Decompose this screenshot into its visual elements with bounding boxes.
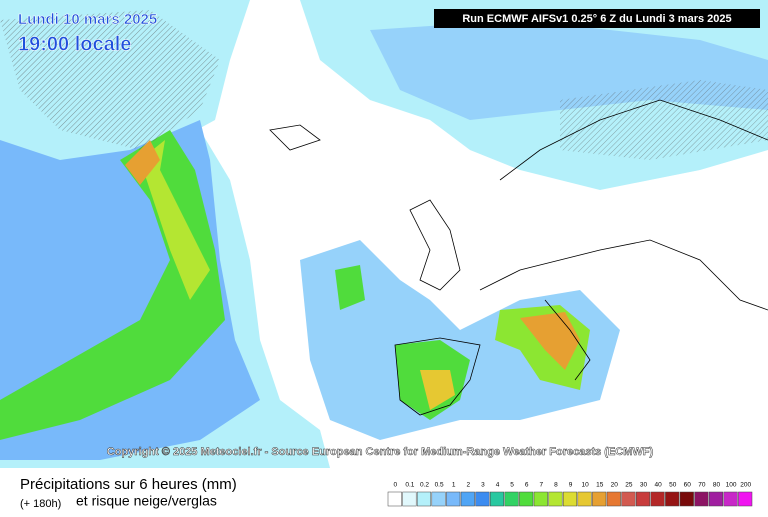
legend-label: 60 [684,482,692,489]
legend-label: 10 [581,482,589,489]
legend-swatch [504,491,519,507]
legend-label: 100 [726,482,737,489]
legend-label: 20 [611,482,619,489]
legend-swatch [592,491,607,507]
snow-risk [560,80,768,160]
legend-swatch [519,491,534,507]
legend-swatch [548,491,563,507]
legend-label: 5 [510,482,514,489]
legend-label: 15 [596,482,604,489]
footer-title: Précipitations sur 6 heures (mm) [20,476,237,493]
legend-label: 30 [640,482,648,489]
legend-swatch [402,491,417,507]
precip-area [140,140,210,300]
legend-swatch [416,491,432,507]
footer-lead: (+ 180h) [20,498,61,510]
legend-swatch [446,491,461,507]
legend: 0 0.1 0.2 0.5 1 2 3 4 5 6 7 8 9 10 15 20 25 30 40 50 60 70 80 1… [387,482,753,507]
legend-swatch [533,491,548,507]
footer-subtitle: et risque neige/verglas [76,493,217,509]
legend-swatch [650,491,665,507]
legend-label: 200 [740,482,751,489]
legend-label: 6 [525,482,529,489]
legend-label: 25 [625,482,633,489]
legend-label: 40 [654,482,662,489]
legend-label: 1 [452,482,456,489]
legend-swatch [665,491,680,507]
run-info: Run ECMWF AIFSv1 0.25° 6 Z du Lundi 3 ma… [462,13,731,25]
snow-risk [0,10,220,150]
legend-label: 3 [481,482,485,489]
precip-area [520,312,580,370]
legend-swatch [679,491,694,507]
legend-swatch [621,491,636,507]
precip-area [420,370,455,410]
time: 19:00 locale [18,33,131,55]
legend-label: 4 [496,482,500,489]
legend-swatch [562,491,578,507]
legend-label: 0.5 [435,482,444,489]
legend-label: 2 [466,482,470,489]
legend-label: 8 [554,482,558,489]
legend-label: 80 [713,482,721,489]
legend-swatch [489,491,505,507]
legend-label: 50 [669,482,677,489]
date: Lundi 10 mars 2025 [18,11,157,28]
legend-swatch [635,491,651,507]
legend-label: 7 [539,482,543,489]
legend-label: 9 [569,482,573,489]
legend-swatch [387,491,402,507]
legend-label: 0.1 [405,482,414,489]
run-box [434,9,760,28]
precip-area [300,240,620,440]
legend-swatch [708,491,724,507]
legend-swatch [723,491,738,507]
legend-swatch [606,491,621,507]
precip-area [125,140,160,185]
legend-label: 0.2 [420,482,429,489]
legend-swatch [475,491,490,507]
legend-label: 0 [393,482,397,489]
legend-label: 70 [698,482,706,489]
legend-swatch [577,491,592,507]
legend-swatch [460,491,475,507]
legend-swatch [431,491,446,507]
borders [269,99,768,416]
precip-area [335,265,365,310]
copyright: Copyright © 2025 Meteociel.fr - Source E… [107,446,654,458]
legend-swatch [694,491,709,507]
legend-swatch [738,491,753,507]
